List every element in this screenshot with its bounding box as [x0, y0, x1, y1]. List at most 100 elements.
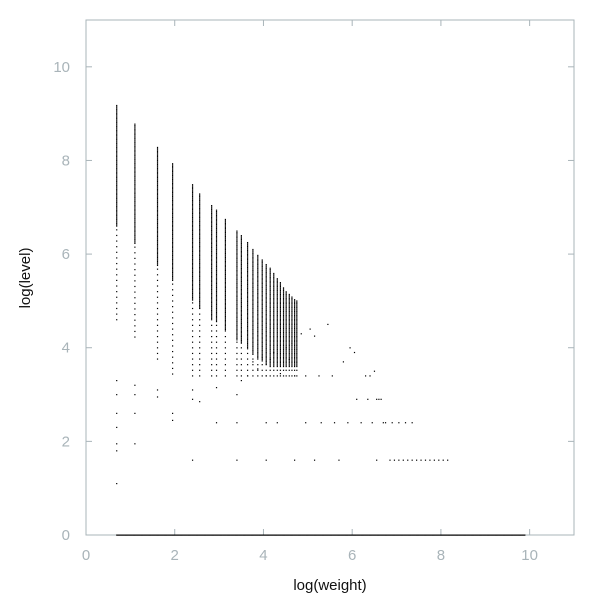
- data-point: [273, 282, 275, 284]
- data-point: [215, 256, 218, 258]
- data-point: [172, 275, 174, 278]
- data-point: [215, 302, 218, 304]
- data-point: [240, 322, 242, 325]
- data-point: [246, 279, 249, 282]
- data-point: [354, 534, 356, 536]
- data-point: [156, 319, 159, 321]
- data-point: [288, 364, 290, 366]
- data-point: [191, 292, 194, 295]
- data-point: [285, 301, 287, 303]
- data-point: [236, 261, 238, 264]
- data-point: [265, 358, 267, 360]
- data-point: [393, 459, 396, 461]
- data-point: [294, 317, 296, 319]
- data-point: [199, 243, 201, 245]
- data-point: [156, 220, 159, 222]
- data-point: [236, 341, 238, 343]
- data-point: [199, 258, 201, 261]
- data-point: [246, 249, 249, 252]
- data-point: [199, 352, 201, 355]
- data-point: [116, 215, 118, 217]
- data-point: [236, 256, 238, 258]
- data-point: [211, 275, 213, 277]
- data-point: [116, 291, 118, 293]
- data-point: [134, 208, 136, 210]
- data-point: [257, 287, 259, 289]
- data-point: [191, 341, 194, 343]
- data-point: [215, 286, 218, 289]
- data-point: [199, 235, 201, 237]
- data-point: [257, 316, 259, 318]
- data-point: [116, 119, 118, 121]
- data-point: [257, 277, 259, 279]
- data-point: [211, 265, 213, 267]
- x-tick-label: 8: [437, 547, 445, 564]
- data-point: [116, 216, 118, 218]
- data-point: [269, 270, 271, 272]
- data-point: [282, 301, 285, 303]
- data-point: [246, 325, 249, 328]
- data-point: [384, 422, 387, 424]
- data-point: [499, 534, 501, 536]
- data-point: [369, 375, 371, 377]
- data-point: [473, 534, 475, 536]
- data-point: [156, 250, 159, 252]
- data-point: [265, 326, 267, 329]
- data-point: [156, 330, 159, 332]
- data-point: [227, 534, 229, 536]
- data-point: [273, 283, 275, 285]
- data-point: [215, 281, 218, 283]
- data-point: [266, 534, 269, 536]
- data-point: [252, 248, 254, 251]
- data-point: [215, 318, 218, 320]
- data-point: [122, 534, 124, 536]
- data-point: [158, 534, 160, 536]
- data-point: [191, 273, 194, 275]
- data-point: [215, 297, 218, 299]
- data-point: [252, 302, 254, 304]
- data-point: [269, 352, 271, 355]
- data-point: [172, 222, 174, 224]
- data-point: [269, 364, 271, 366]
- data-point: [116, 199, 118, 201]
- data-point: [240, 290, 242, 292]
- data-point: [276, 365, 278, 368]
- data-point: [238, 534, 240, 536]
- data-point: [191, 214, 194, 216]
- data-point: [199, 290, 201, 292]
- data-point: [236, 230, 238, 232]
- data-point: [116, 186, 118, 188]
- data-point: [211, 215, 213, 217]
- data-point: [191, 256, 194, 258]
- data-point: [236, 240, 238, 243]
- data-point: [429, 534, 431, 536]
- data-point: [146, 534, 148, 536]
- data-point: [215, 285, 218, 287]
- data-point: [261, 281, 263, 283]
- data-point: [252, 286, 254, 289]
- data-point: [279, 346, 282, 348]
- data-point: [269, 358, 271, 360]
- data-point: [269, 335, 271, 338]
- data-point: [247, 534, 249, 536]
- data-point: [257, 354, 259, 356]
- data-point: [191, 330, 194, 332]
- data-point: [134, 302, 136, 304]
- data-point: [116, 108, 118, 111]
- data-point: [134, 252, 136, 254]
- data-point: [134, 236, 136, 238]
- data-point: [265, 319, 267, 321]
- data-point: [172, 184, 174, 186]
- data-point: [431, 534, 434, 536]
- data-point: [236, 326, 238, 328]
- data-point: [134, 204, 136, 207]
- data-point: [156, 203, 159, 205]
- data-point: [156, 186, 159, 188]
- data-point: [134, 534, 136, 536]
- data-point: [471, 534, 473, 536]
- data-point: [296, 351, 298, 353]
- data-point: [246, 270, 249, 273]
- data-point: [288, 334, 290, 336]
- data-point: [265, 360, 267, 363]
- data-point: [269, 287, 271, 289]
